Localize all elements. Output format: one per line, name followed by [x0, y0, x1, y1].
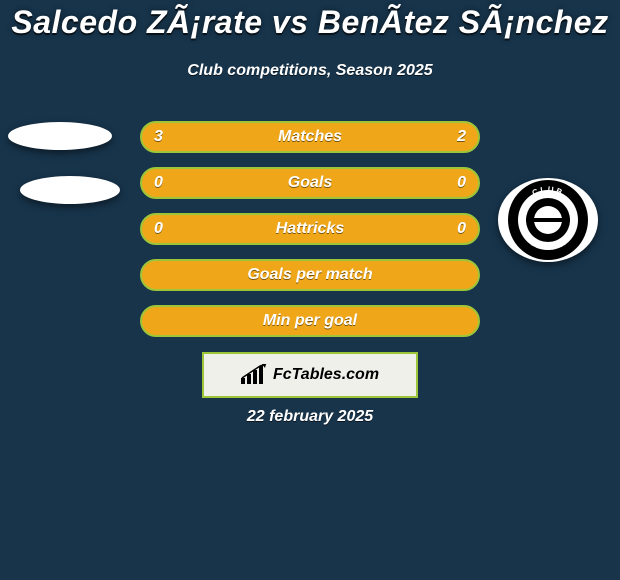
stat-row: Goals 0 0	[0, 167, 620, 199]
stat-pill: Hattricks 0 0	[140, 213, 480, 245]
stat-pill: Goals per match	[140, 259, 480, 291]
stat-row: Hattricks 0 0	[0, 213, 620, 245]
stat-row: Goals per match	[0, 259, 620, 291]
stat-label: Min per goal	[263, 312, 357, 329]
page-title: Salcedo ZÃ¡rate vs BenÃ­tez SÃ¡nchez	[0, 4, 620, 41]
stat-value-left: 0	[154, 215, 163, 243]
stat-label: Hattricks	[276, 220, 344, 237]
stat-label: Goals per match	[247, 266, 372, 283]
brand-box: FcTables.com	[202, 352, 418, 398]
stat-row: Min per goal	[0, 305, 620, 337]
bar-chart-icon	[241, 364, 267, 386]
stat-rows: Matches 3 2 Goals 0 0 Hattricks 0 0 Goals per mat…	[0, 121, 620, 351]
stat-value-left: 3	[154, 123, 163, 151]
subtitle: Club competitions, Season 2025	[0, 62, 620, 80]
comparison-card: Salcedo ZÃ¡rate vs BenÃ­tez SÃ¡nchez Clu…	[0, 0, 620, 580]
brand-text: FcTables.com	[273, 366, 379, 384]
stat-pill: Goals 0 0	[140, 167, 480, 199]
stat-value-left: 0	[154, 169, 163, 197]
stat-row: Matches 3 2	[0, 121, 620, 153]
stat-value-right: 0	[457, 215, 466, 243]
date-text: 22 february 2025	[0, 408, 620, 426]
stat-pill: Min per goal	[140, 305, 480, 337]
stat-label: Matches	[278, 128, 342, 145]
stat-value-right: 2	[457, 123, 466, 151]
stat-value-right: 0	[457, 169, 466, 197]
stat-pill: Matches 3 2	[140, 121, 480, 153]
stat-label: Goals	[288, 174, 332, 191]
